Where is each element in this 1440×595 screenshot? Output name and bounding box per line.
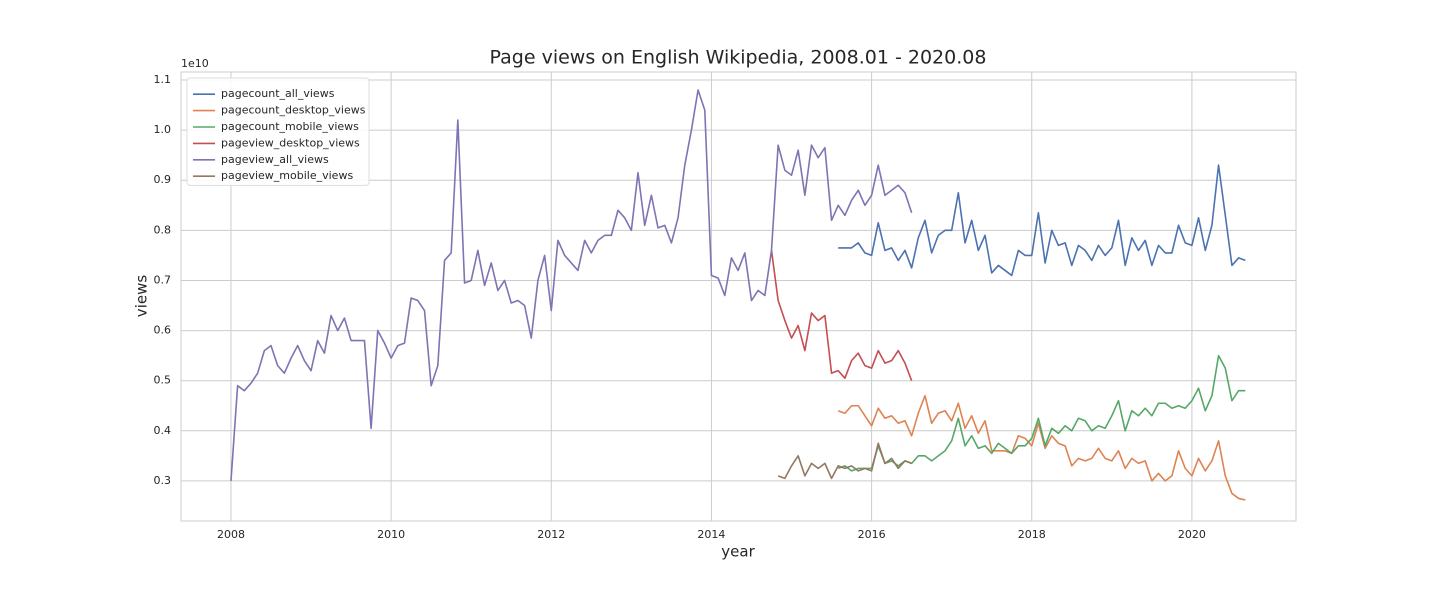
legend-label: pageview_all_views bbox=[221, 153, 329, 166]
legend-label: pagecount_desktop_views bbox=[221, 104, 366, 117]
x-tick-label: 2010 bbox=[377, 528, 405, 541]
series-line bbox=[230, 89, 913, 481]
y-tick-label: 0.7 bbox=[154, 273, 172, 286]
legend-label: pagecount_mobile_views bbox=[221, 120, 359, 133]
y-tick-label: 1.1 bbox=[154, 73, 172, 86]
y-tick-label: 1.0 bbox=[154, 123, 172, 136]
x-tick-label: 2016 bbox=[858, 528, 886, 541]
grid bbox=[181, 72, 1296, 521]
x-axis-label: year bbox=[721, 543, 755, 561]
y-tick-label: 0.5 bbox=[154, 374, 172, 387]
y-tick-label: 0.3 bbox=[154, 474, 172, 487]
x-tick-label: 2014 bbox=[697, 528, 725, 541]
series-line bbox=[837, 394, 1246, 501]
legend-box bbox=[186, 77, 370, 186]
series-line bbox=[770, 250, 913, 381]
legend-label: pageview_mobile_views bbox=[221, 169, 353, 182]
legend-label: pagecount_all_views bbox=[221, 87, 335, 100]
chart-title: Page views on English Wikipedia, 2008.01… bbox=[490, 47, 987, 69]
series-line bbox=[838, 164, 1246, 277]
y-tick-label: 0.4 bbox=[154, 424, 172, 437]
legend: pagecount_all_views pagecount_desktop_vie… bbox=[186, 77, 370, 186]
x-tick-label: 2012 bbox=[537, 528, 565, 541]
axes-frame bbox=[180, 71, 1297, 522]
plot-lines bbox=[230, 89, 1246, 501]
y-tick-label: 0.9 bbox=[154, 173, 172, 186]
x-tick-label: 2020 bbox=[1178, 528, 1206, 541]
series-line bbox=[777, 442, 912, 480]
x-tick-label: 2018 bbox=[1018, 528, 1046, 541]
y-axis-label: views bbox=[133, 275, 151, 318]
y-tick-label: 0.8 bbox=[154, 223, 172, 236]
y-offset-label: 1e10 bbox=[181, 57, 209, 70]
legend-label: pageview_desktop_views bbox=[221, 136, 360, 149]
x-tick-label: 2008 bbox=[217, 528, 245, 541]
y-tick-label: 0.6 bbox=[154, 324, 172, 337]
